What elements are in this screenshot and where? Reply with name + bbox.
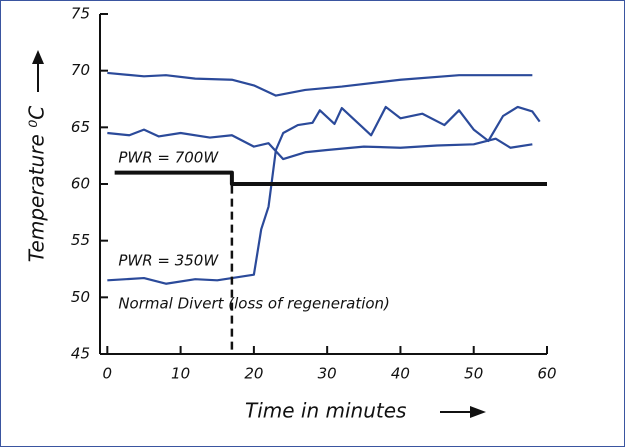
y-tick-label: 70 [71,61,90,79]
x-tick-label: 60 [537,365,556,383]
y-tick-label: 65 [71,118,90,136]
x-axis-label: Time in minutes [245,399,406,423]
x-tick-label: 10 [171,365,190,383]
series-line [107,71,533,97]
x-tick-label: 20 [244,365,263,383]
y-axis-label: Temperature ⁰C [25,106,49,262]
series-line [107,128,533,161]
x-tick-label: 40 [391,365,410,383]
y-tick-label: 75 [71,5,90,23]
annotation: PWR = 350W [118,252,219,270]
x-tick-label: 50 [464,365,483,383]
arrow-head [470,406,486,418]
x-tick-label: 0 [103,365,113,383]
x-tick-label: 30 [318,365,337,383]
arrow-head [32,50,44,64]
y-tick-label: 55 [71,231,90,249]
annotation: Normal Divert (loss of regeneration) [118,295,390,313]
y-tick-label: 45 [71,345,90,363]
annotation: PWR = 700W [118,148,219,166]
y-tick-label: 60 [71,175,90,193]
y-tick-label: 50 [71,288,90,306]
